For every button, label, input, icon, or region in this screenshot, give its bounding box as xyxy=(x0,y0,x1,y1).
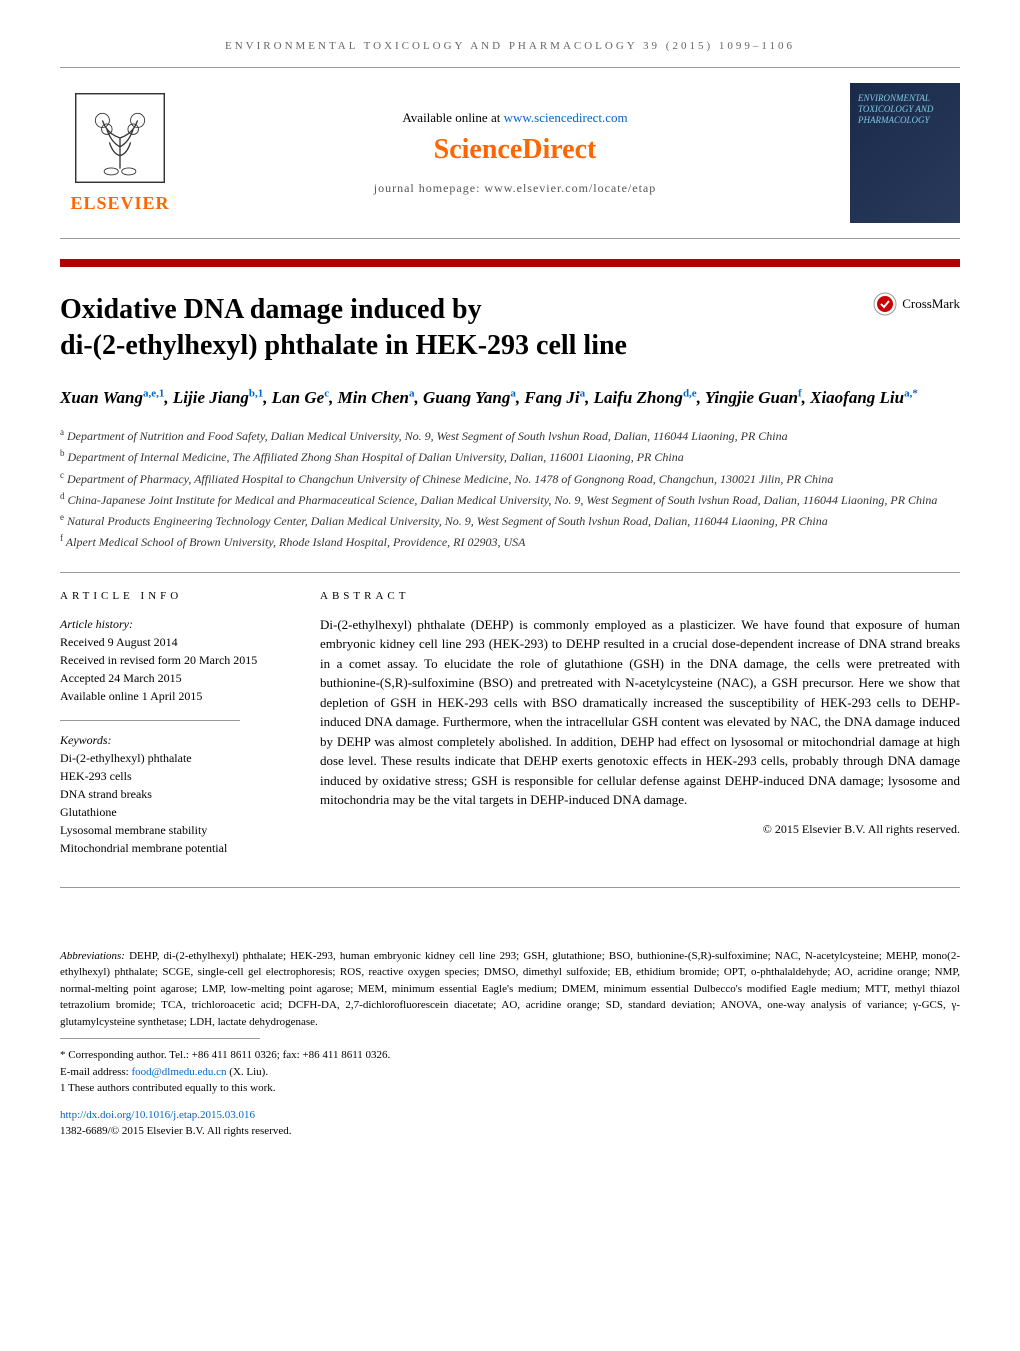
keywords-block: Keywords: Di-(2-ethylhexyl) phthalate HE… xyxy=(60,731,290,857)
article-info-header: ARTICLE INFO xyxy=(60,588,290,605)
keyword-item: HEK-293 cells xyxy=(60,767,290,785)
keywords-divider xyxy=(60,720,240,721)
abstract-copyright: © 2015 Elsevier B.V. All rights reserved… xyxy=(320,820,960,838)
crossmark-icon xyxy=(873,292,897,316)
journal-homepage-text: journal homepage: www.elsevier.com/locat… xyxy=(180,181,850,196)
journal-cover-title: ENVIRONMENTAL TOXICOLOGY AND PHARMACOLOG… xyxy=(858,93,960,125)
footer-section: Abbreviations: DEHP, di-(2-ethylhexyl) p… xyxy=(60,948,960,1140)
affiliation-a: a Department of Nutrition and Food Safet… xyxy=(60,425,960,446)
email-link[interactable]: food@dlmedu.edu.cn xyxy=(131,1066,226,1078)
header-center: Available online at www.sciencedirect.co… xyxy=(180,110,850,196)
affiliation-d: d China-Japanese Joint Institute for Med… xyxy=(60,489,960,510)
keyword-item: Glutathione xyxy=(60,803,290,821)
journal-citation-header: ENVIRONMENTAL TOXICOLOGY AND PHARMACOLOG… xyxy=(60,40,960,52)
sciencedirect-logo: ScienceDirect xyxy=(180,134,850,166)
keyword-item: Lysosomal membrane stability xyxy=(60,821,290,839)
revised-date: Received in revised form 20 March 2015 xyxy=(60,651,290,669)
affiliation-b: b Department of Internal Medicine, The A… xyxy=(60,446,960,467)
authors-list: Xuan Wanga,e,1, Lijie Jiangb,1, Lan Gec,… xyxy=(60,385,960,411)
article-history-block: Article history: Received 9 August 2014 … xyxy=(60,615,290,705)
publisher-header-box: ELSEVIER Available online at www.science… xyxy=(60,67,960,239)
equal-contribution-note: 1 These authors contributed equally to t… xyxy=(60,1080,960,1097)
available-online-text: Available online at www.sciencedirect.co… xyxy=(180,110,850,126)
keyword-item: Mitochondrial membrane potential xyxy=(60,839,290,857)
affiliations-list: a Department of Nutrition and Food Safet… xyxy=(60,425,960,552)
elsevier-tree-icon xyxy=(75,93,165,183)
online-date: Available online 1 April 2015 xyxy=(60,687,290,705)
journal-cover-thumbnail: ENVIRONMENTAL TOXICOLOGY AND PHARMACOLOG… xyxy=(850,83,960,223)
affiliation-e: e Natural Products Engineering Technolog… xyxy=(60,510,960,531)
article-content-section: ARTICLE INFO Article history: Received 9… xyxy=(60,572,960,888)
corresponding-author: * Corresponding author. Tel.: +86 411 86… xyxy=(60,1047,960,1064)
elsevier-logo: ELSEVIER xyxy=(60,93,180,214)
doi-section: http://dx.doi.org/10.1016/j.etap.2015.03… xyxy=(60,1107,960,1140)
article-title: Oxidative DNA damage induced by di-(2-et… xyxy=(60,292,873,365)
crossmark-badge[interactable]: CrossMark xyxy=(873,292,960,316)
abstract-header: ABSTRACT xyxy=(320,588,960,605)
sciencedirect-link[interactable]: www.sciencedirect.com xyxy=(504,110,628,125)
issn-copyright: 1382-6689/© 2015 Elsevier B.V. All right… xyxy=(60,1123,960,1140)
footer-divider xyxy=(60,1038,260,1039)
abstract-column: ABSTRACT Di-(2-ethylhexyl) phthalate (DE… xyxy=(320,588,960,872)
title-section: Oxidative DNA damage induced by di-(2-et… xyxy=(60,292,960,365)
history-label: Article history: xyxy=(60,615,290,633)
affiliation-c: c Department of Pharmacy, Affiliated Hos… xyxy=(60,468,960,489)
elsevier-brand-text: ELSEVIER xyxy=(60,193,180,214)
received-date: Received 9 August 2014 xyxy=(60,633,290,651)
keyword-item: Di-(2-ethylhexyl) phthalate xyxy=(60,749,290,767)
abstract-text: Di-(2-ethylhexyl) phthalate (DEHP) is co… xyxy=(320,615,960,810)
red-divider-bar xyxy=(60,259,960,267)
keyword-item: DNA strand breaks xyxy=(60,785,290,803)
doi-link[interactable]: http://dx.doi.org/10.1016/j.etap.2015.03… xyxy=(60,1107,960,1124)
keywords-label: Keywords: xyxy=(60,731,290,749)
article-info-column: ARTICLE INFO Article history: Received 9… xyxy=(60,588,290,872)
email-line: E-mail address: food@dlmedu.edu.cn (X. L… xyxy=(60,1064,960,1081)
abbreviations-block: Abbreviations: DEHP, di-(2-ethylhexyl) p… xyxy=(60,948,960,1031)
accepted-date: Accepted 24 March 2015 xyxy=(60,669,290,687)
affiliation-f: f Alpert Medical School of Brown Univers… xyxy=(60,531,960,552)
